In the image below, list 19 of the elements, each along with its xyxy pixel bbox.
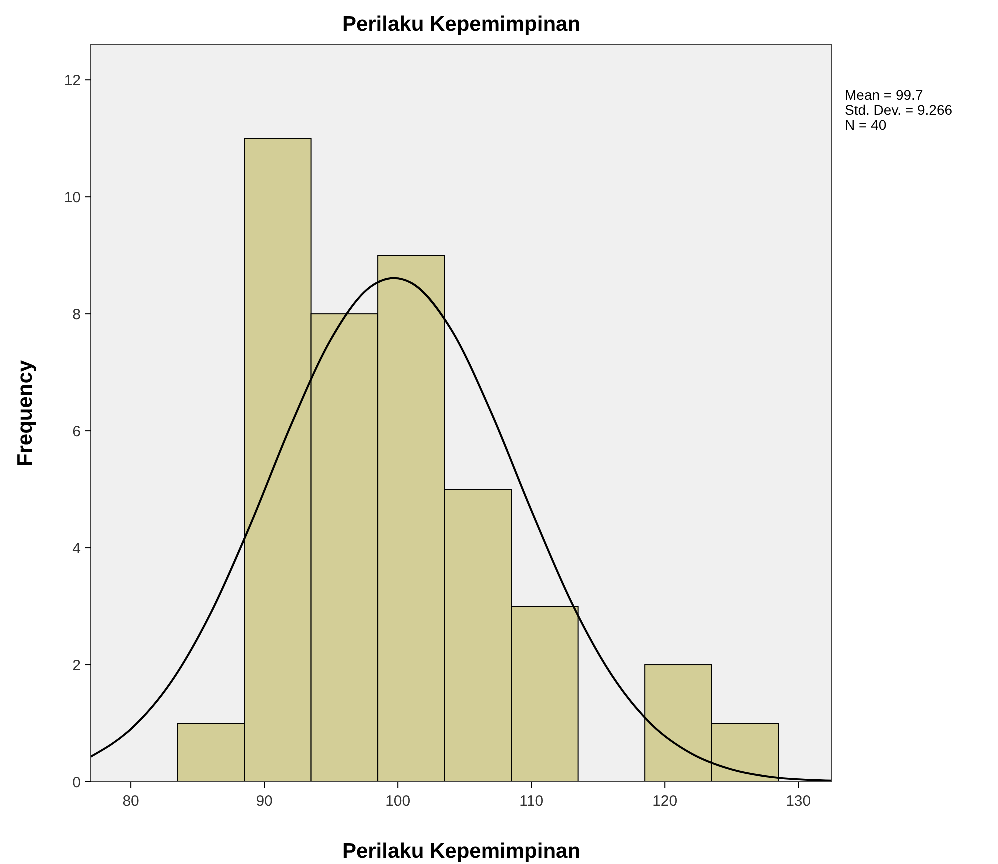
y-tick-label: 10 [64,189,81,206]
text: Mean = 99.7 [845,87,924,103]
x-tick-label: 120 [652,793,678,810]
y-tick-label: 12 [64,72,81,90]
text: Std. Dev. = 9.266 [845,102,953,118]
x-tick-label: 90 [256,793,273,810]
y-axis-title: Frequency [14,360,37,467]
x-tick-label: 110 [520,793,544,810]
x-tick-label: 130 [786,793,812,810]
y-tick-label: 2 [72,657,81,674]
x-tick-label: 100 [386,793,411,810]
x-tick-label: 80 [122,793,140,810]
y-tick-label: 4 [72,540,81,558]
y-tick-label: 6 [72,423,81,440]
chart-title: Perilaku Kepemimpinan [342,13,581,36]
y-tick-label: 8 [72,306,81,324]
y-tick-label: 0 [72,774,81,792]
text: N = 40 [845,117,887,133]
x-axis-title: Perilaku Kepemimpinan [342,840,581,863]
